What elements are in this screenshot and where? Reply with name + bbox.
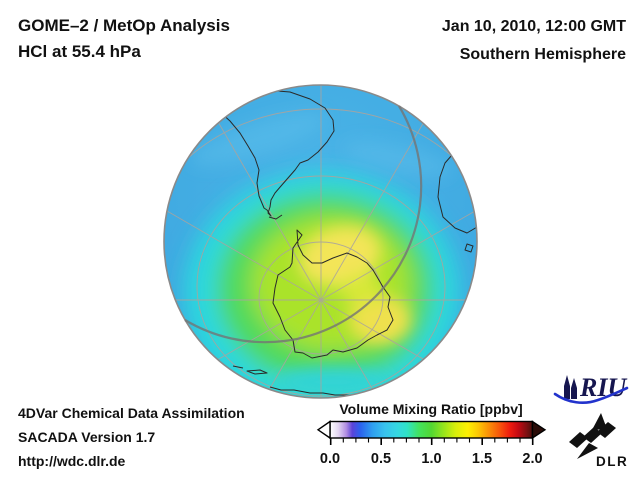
globe-map — [163, 84, 478, 399]
dlr-logo-text: DLR — [596, 454, 628, 469]
colorbar-tick-label-1: 0.5 — [371, 451, 391, 467]
colorbar-tick-label-0: 0.0 — [320, 451, 340, 467]
title-datetime: Jan 10, 2010, 12:00 GMT — [442, 18, 626, 35]
title-instrument: GOME–2 / MetOp Analysis — [18, 16, 230, 35]
footer-version: SACADA Version 1.7 — [18, 429, 155, 445]
footer-url: http://wdc.dlr.de — [18, 453, 126, 469]
coast-south-america — [204, 88, 335, 217]
globe-rim-shadow — [184, 105, 423, 344]
colorbar-tick-label-3: 1.5 — [472, 451, 492, 467]
colorbar-major-ticks — [329, 438, 534, 445]
cathedral-icon — [564, 375, 570, 399]
coast-tierra-del-fuego — [268, 214, 283, 220]
dlr-logo: DLR — [569, 413, 628, 469]
colorbar-gradient-bar — [329, 420, 534, 439]
colorbar: Volume Mixing Ratio [ppbv] 0.0 0.5 1.0 1… — [316, 401, 547, 467]
title-hemisphere: Southern Hemisphere — [460, 46, 626, 63]
coast-antarctica — [272, 229, 394, 359]
colorbar-minor-ticks — [342, 438, 521, 443]
colorbar-left-arrow — [316, 420, 331, 440]
colorbar-title: Volume Mixing Ratio [ppbv] — [339, 401, 522, 417]
coast-tasmania — [464, 243, 474, 253]
footer-method: 4DVar Chemical Data Assimilation — [18, 405, 245, 421]
globe-rim — [163, 84, 478, 399]
riu-logo: RIU — [553, 373, 629, 404]
dlr-emblem-icon — [569, 413, 616, 459]
coast-islet-2 — [232, 365, 244, 369]
globe-field-maxima — [191, 112, 452, 397]
colorbar-tick-label-2: 1.0 — [421, 451, 441, 467]
title-species-level: HCl at 55.4 hPa — [18, 42, 141, 61]
cathedral-icon-spire — [571, 378, 577, 399]
colorbar-tick-label-4: 2.0 — [522, 451, 542, 467]
colorbar-right-arrow — [531, 420, 547, 440]
riu-wave-icon — [553, 386, 629, 404]
coast-islet-1 — [246, 369, 268, 375]
